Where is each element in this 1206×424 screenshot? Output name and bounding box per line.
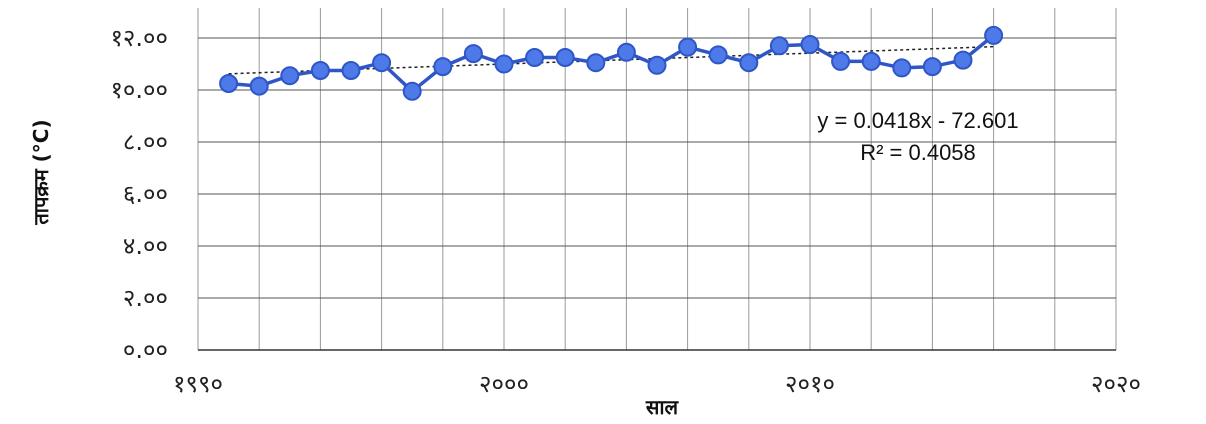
y-tick-label: ६.०० [123, 180, 168, 208]
data-point [831, 51, 851, 71]
data-point [647, 55, 667, 75]
data-point [739, 53, 759, 73]
data-point [922, 57, 942, 77]
y-tick-label: ४.०० [123, 232, 168, 260]
data-point [433, 57, 453, 77]
data-point [861, 51, 881, 71]
data-point [800, 35, 820, 54]
trendline-r-squared: R² = 0.4058 [860, 140, 976, 165]
data-point [892, 58, 912, 78]
data-point [494, 54, 514, 74]
trendline-equation: y = 0.0418x - 72.601 [817, 108, 1018, 133]
data-point [249, 76, 269, 96]
x-tick-label: २०२० [1091, 370, 1141, 398]
data-point [616, 42, 636, 62]
data-point [525, 48, 545, 67]
data-point [402, 81, 422, 101]
x-tick-label: २०१० [785, 370, 835, 398]
data-point [372, 53, 392, 73]
data-point [555, 48, 575, 67]
data-point [219, 74, 239, 93]
data-point [341, 61, 361, 80]
data-point [310, 61, 330, 80]
y-tick-label: २.०० [123, 284, 168, 312]
y-tick-label: १२.०० [110, 24, 168, 52]
data-point [463, 44, 483, 64]
x-axis-label: साल [645, 395, 680, 419]
y-tick-label: ०.०० [123, 336, 168, 364]
data-point [953, 50, 973, 70]
x-tick-label: २००० [479, 370, 529, 398]
data-point [678, 37, 698, 57]
x-tick-label: १९९० [173, 370, 223, 398]
data-point [708, 45, 728, 65]
y-axis-label: तापक्रम (°C) [29, 119, 53, 225]
data-point [769, 36, 789, 56]
y-tick-label: ८.०० [123, 128, 168, 156]
y-tick-label: १०.०० [110, 76, 168, 104]
data-point [586, 53, 606, 73]
data-point [984, 25, 1004, 45]
data-point [280, 66, 300, 86]
